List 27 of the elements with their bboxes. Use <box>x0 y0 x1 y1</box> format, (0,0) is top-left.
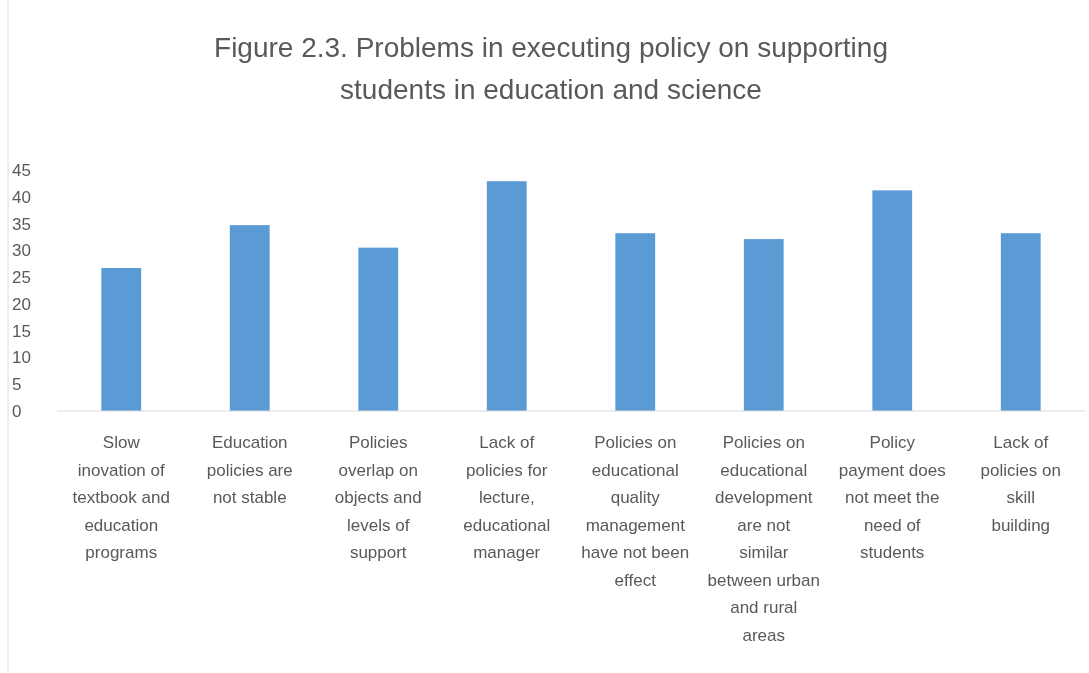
x-tick-label: Slow inovation of textbook and education programs <box>72 433 170 562</box>
y-tick-label: 40 <box>12 187 31 207</box>
bar <box>358 247 399 411</box>
y-tick-label: 15 <box>12 321 31 341</box>
x-tick-label: Policies overlap on objects and levels of support <box>334 433 422 562</box>
bar <box>615 233 656 411</box>
y-tick-label: 30 <box>12 241 31 261</box>
y-tick-label: 20 <box>12 294 31 314</box>
x-tick-label: Policy payment does not meet the need of students <box>838 433 946 562</box>
y-tick-label: 35 <box>12 214 31 234</box>
bar <box>101 268 142 411</box>
x-tick-label: Lack of policies on skill building <box>980 433 1061 535</box>
bar <box>229 225 270 411</box>
bar <box>872 190 913 411</box>
x-tick-label: Education policies are not stable <box>206 433 293 507</box>
y-tick-label: 5 <box>12 375 22 395</box>
x-tick-label: Policies on educational development are not similar between urban and rural areas <box>707 433 820 645</box>
chart-title: Figure 2.3. Problems in executing policy on supporting students in education and science <box>214 32 888 105</box>
bar <box>743 239 784 411</box>
bar <box>486 181 527 411</box>
y-tick-label: 0 <box>12 401 22 421</box>
y-tick-label: 25 <box>12 268 31 288</box>
y-tick-label: 45 <box>12 160 31 180</box>
bar <box>1000 233 1041 411</box>
x-tick-label: Lack of policies for lecture, educational manager <box>463 433 551 562</box>
x-tick-label: Policies on educational quality management have not been effect <box>581 433 690 590</box>
y-tick-label: 10 <box>12 348 31 368</box>
